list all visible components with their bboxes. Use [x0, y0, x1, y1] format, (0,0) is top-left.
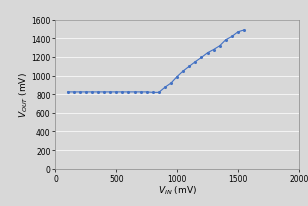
Point — [120, 91, 125, 94]
Point — [114, 91, 119, 94]
Point — [217, 45, 222, 48]
Point — [236, 31, 241, 34]
Point — [193, 61, 198, 64]
Point — [156, 91, 161, 95]
Y-axis label: $V_{OUT}$ (mV): $V_{OUT}$ (mV) — [17, 72, 30, 118]
Point — [181, 70, 186, 73]
Point — [175, 75, 180, 79]
Point — [229, 36, 234, 39]
Point — [95, 91, 100, 94]
Point — [199, 56, 204, 60]
Point — [223, 39, 228, 42]
Point — [205, 52, 210, 55]
Point — [83, 91, 88, 94]
Point — [163, 86, 168, 89]
Point — [65, 91, 70, 94]
Point — [150, 91, 155, 95]
Point — [144, 91, 149, 94]
Point — [168, 82, 173, 85]
Point — [132, 91, 137, 94]
Point — [102, 91, 107, 94]
Point — [108, 91, 113, 94]
Point — [77, 91, 82, 94]
Point — [211, 49, 216, 52]
Point — [126, 91, 131, 94]
Point — [138, 91, 143, 94]
Point — [71, 91, 76, 94]
Point — [241, 29, 246, 32]
X-axis label: $V_{IN}$ (mV): $V_{IN}$ (mV) — [158, 184, 197, 197]
Point — [90, 91, 95, 94]
Point — [187, 65, 192, 69]
